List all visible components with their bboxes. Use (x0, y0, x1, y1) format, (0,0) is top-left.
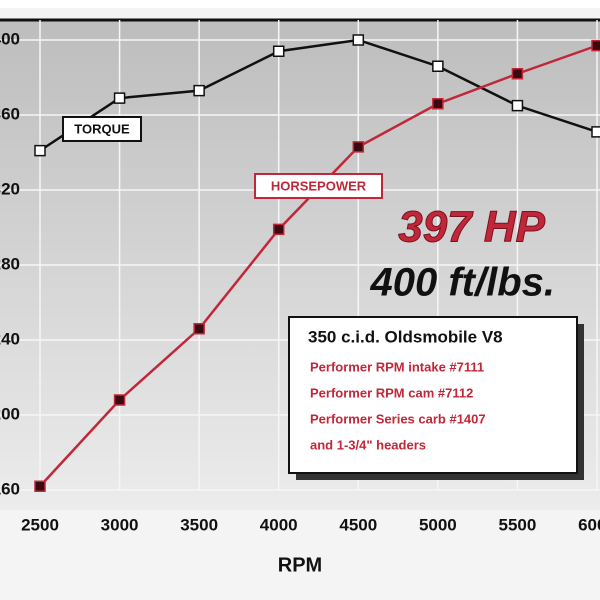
point-marker (591, 39, 600, 52)
y-tick-label: 160 (0, 479, 20, 498)
y-tick-label: 280 (0, 254, 20, 273)
headline: 397 HP (398, 203, 545, 252)
series-line (39, 38, 598, 152)
x-tick-label: 5000 (419, 515, 457, 534)
info-line: Performer Series carb #1407 (310, 411, 486, 426)
info-box: 350 c.i.d. Oldsmobile V8 Performer RPM i… (288, 316, 584, 480)
info-line: and 1-3/4" headers (310, 437, 426, 452)
x-tick-label: 5500 (499, 515, 537, 534)
series-label: TORQUE (74, 121, 130, 136)
info-line: Performer RPM cam #7112 (310, 385, 473, 400)
y-tick-label: 320 (0, 179, 20, 198)
info-title: 350 c.i.d. Oldsmobile V8 (308, 327, 503, 346)
info-panel (288, 316, 578, 474)
series-label-box (254, 173, 383, 199)
point-marker (511, 99, 524, 112)
series-label: HORSEPOWER (271, 178, 367, 193)
point-marker (591, 126, 600, 138)
subheadline: 400 ft/lbs. (369, 261, 555, 305)
point-marker (352, 141, 365, 153)
x-tick-label: 3500 (180, 515, 218, 534)
point-marker (193, 323, 205, 335)
x-tick-label: 3000 (101, 515, 139, 534)
series-label-box (62, 116, 142, 142)
point-marker (113, 394, 126, 406)
y-tick-label: 360 (0, 104, 20, 123)
y-tick-label: 200 (0, 404, 20, 423)
y-tick-label: 400 (0, 29, 20, 48)
point-marker (193, 84, 205, 97)
point-marker (272, 223, 285, 236)
point-marker (272, 45, 285, 57)
x-tick-label: 4500 (339, 515, 377, 534)
x-tick-label: 4000 (260, 515, 298, 534)
point-marker (511, 68, 524, 80)
point-marker (34, 144, 46, 157)
x-tick-label: 2500 (21, 515, 59, 534)
y-tick-label: 240 (0, 329, 20, 348)
point-marker (432, 98, 444, 110)
info-line: Performer RPM intake #7111 (310, 359, 484, 374)
top-band (0, 0, 600, 8)
point-marker (432, 60, 444, 72)
point-marker (352, 34, 365, 46)
x-axis-label: RPM (278, 554, 322, 576)
point-marker (34, 480, 46, 492)
point-marker (113, 92, 126, 104)
